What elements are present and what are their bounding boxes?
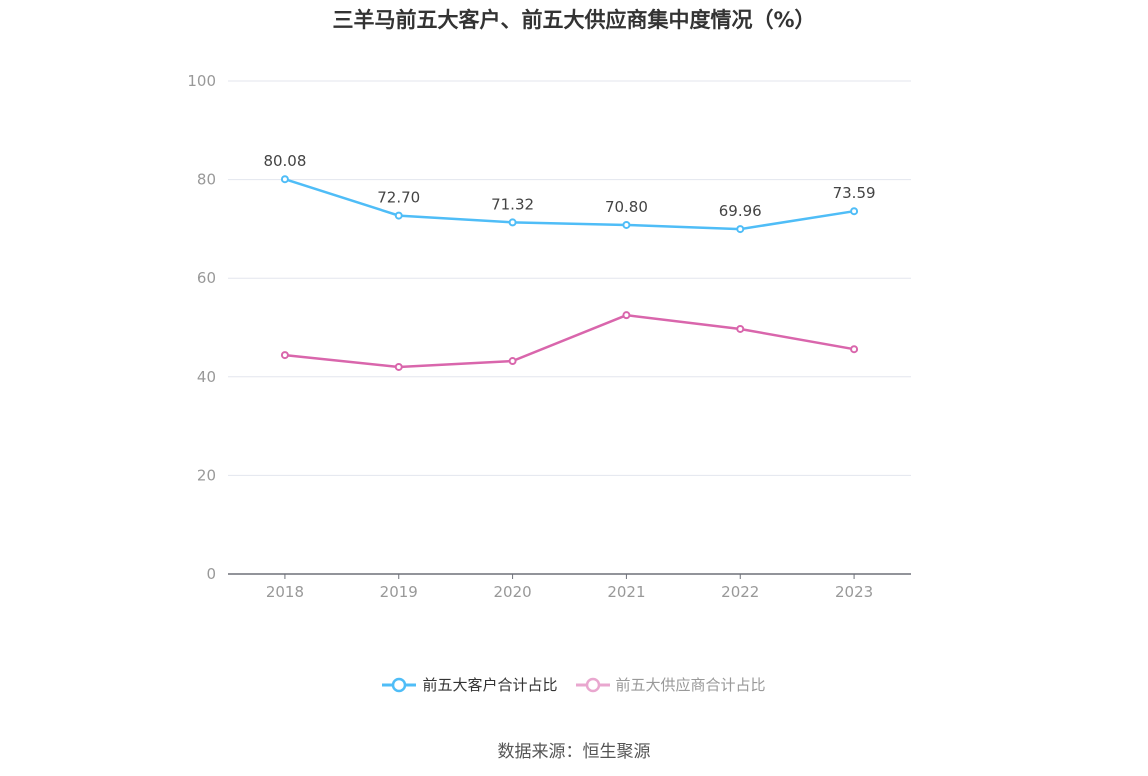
data-point [280, 351, 289, 360]
y-tick-label: 100 [187, 72, 216, 90]
data-label: 73.59 [833, 184, 876, 202]
y-tick-label: 40 [197, 368, 216, 386]
x-tick-label: 2019 [380, 583, 418, 601]
series-line [284, 313, 855, 369]
data-point [850, 207, 859, 216]
y-tick-label: 60 [197, 269, 216, 287]
data-source: 数据来源：恒生聚源 [497, 742, 651, 762]
data-point [280, 175, 289, 184]
data-point [508, 357, 517, 366]
data-label: 69.96 [719, 202, 762, 220]
y-tick-label: 0 [206, 565, 216, 583]
legend: 前五大客户合计占比 前五大供应商合计占比 [0, 674, 1148, 695]
data-point [394, 362, 403, 371]
line-chart: 0 20 40 60 80 100 2018 2019 2020 2021 2022 2023 80.0… [187, 72, 911, 601]
x-tick-label: 2022 [721, 583, 759, 601]
x-tick-label: 2020 [493, 583, 531, 601]
data-point [736, 225, 745, 234]
data-label: 80.08 [263, 152, 306, 170]
data-point [622, 311, 631, 320]
data-point [508, 218, 517, 227]
legend-label: 前五大供应商合计占比 [615, 676, 766, 694]
series-line [284, 178, 855, 231]
legend-marker-icon [382, 677, 417, 692]
legend-item-suppliers[interactable]: 前五大供应商合计占比 [575, 674, 766, 695]
data-label: 71.32 [491, 195, 534, 213]
data-label: 72.70 [377, 189, 420, 207]
y-tick-label: 80 [197, 171, 216, 189]
data-point [622, 220, 631, 229]
data-point [850, 345, 859, 354]
data-point [394, 211, 403, 220]
y-tick-label: 20 [197, 466, 216, 484]
x-tick-label: 2021 [607, 583, 645, 601]
x-tick-label: 2023 [835, 583, 873, 601]
legend-item-customers[interactable]: 前五大客户合计占比 [382, 674, 558, 695]
legend-label: 前五大客户合计占比 [422, 676, 558, 694]
chart-title: 三羊马前五大客户、前五大供应商集中度情况（%） [332, 8, 816, 32]
legend-marker-icon [575, 677, 610, 692]
x-tick-label: 2018 [266, 583, 304, 601]
data-label: 70.80 [605, 198, 648, 216]
data-point [736, 324, 745, 333]
